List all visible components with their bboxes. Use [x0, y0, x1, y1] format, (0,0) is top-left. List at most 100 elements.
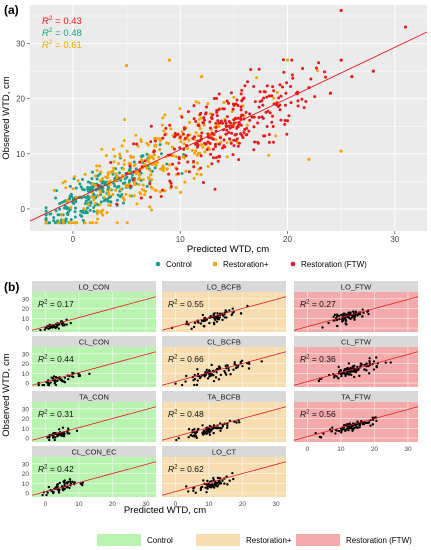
facet-point — [196, 372, 200, 376]
panel-a-point — [228, 137, 232, 141]
panel-a-point — [111, 192, 115, 196]
panel-a-point — [98, 210, 102, 214]
panel-a-point — [177, 157, 181, 161]
facet-point — [228, 419, 232, 422]
panel-a-point — [196, 133, 200, 137]
panel-a-point — [256, 121, 260, 125]
facet-point — [371, 423, 375, 426]
panel-a-grid — [30, 5, 427, 231]
facet-point — [217, 483, 220, 486]
facet-point — [231, 471, 234, 475]
panel-a-point — [137, 176, 141, 180]
panel-a-point — [44, 221, 48, 225]
panel-a-point — [60, 200, 64, 204]
panel-a-point — [182, 153, 186, 157]
facet-fit-line — [293, 351, 419, 386]
panel-a-point — [235, 98, 239, 102]
panel-a-point — [149, 140, 153, 144]
facet-strip — [162, 336, 286, 347]
panel-a-point — [174, 186, 178, 190]
panel-a-point — [117, 162, 121, 166]
panel-a-point — [307, 157, 311, 161]
facet-point — [344, 319, 348, 323]
panel-a-x-tick-label: 10 — [176, 235, 185, 244]
panel-a-point — [199, 166, 203, 170]
facet-fit-line — [293, 406, 419, 441]
panel-a-point — [74, 195, 78, 199]
panel-a-point — [44, 206, 48, 210]
panel-a-point — [148, 182, 152, 186]
panel-a-point — [95, 209, 99, 213]
panel-a-point — [289, 101, 293, 105]
panel-a-point — [225, 115, 229, 119]
panel-a-point — [274, 134, 278, 138]
r2-label-control: R2 = 0.48 — [42, 27, 82, 39]
facet-cl-con-ec: CL_CON_EC R2 = 0.42 0 10 20 30 0 10 20 30 — [22, 446, 157, 508]
panel-a-point — [180, 172, 184, 176]
panel-a-point — [147, 153, 151, 157]
facet-point — [215, 320, 219, 323]
facet-r2-label: R2 = 0.42 — [38, 464, 74, 474]
panel-a-point — [114, 172, 118, 176]
panel-a-point — [202, 123, 206, 127]
facet-point — [46, 381, 50, 385]
panel-a-point — [257, 67, 261, 71]
panel-a-point — [158, 190, 162, 194]
facet-point — [48, 438, 51, 442]
panel-a-point — [328, 91, 333, 95]
panel-a-point — [275, 90, 279, 94]
facet-background — [162, 347, 286, 387]
panel-a-point — [149, 195, 153, 199]
panel-a-point — [96, 217, 100, 221]
facet-point — [53, 382, 56, 385]
panel-a-point — [215, 96, 219, 100]
facet-point — [219, 429, 222, 432]
facet-point — [228, 309, 231, 312]
panel-a-point — [161, 136, 165, 140]
legend-a-control-dot — [155, 261, 161, 267]
r2-label-ftw: R2 = 0.43 — [42, 15, 82, 27]
panel-a-point — [219, 119, 223, 123]
panel-a-point — [118, 152, 122, 156]
facet-point — [346, 368, 350, 371]
panel-a-point — [268, 111, 272, 115]
panel-a-point — [252, 125, 256, 129]
panel-a-point — [224, 121, 228, 125]
panel-a-point — [130, 173, 134, 177]
facet-point — [206, 377, 210, 380]
facet-point — [63, 324, 66, 327]
panel-a-point — [267, 94, 271, 98]
legend-b-control-label: Control — [147, 536, 173, 545]
panel-a-point — [91, 170, 95, 174]
facet-fit-line — [31, 406, 157, 441]
facet-strip — [32, 281, 156, 292]
panel-a-point — [230, 109, 234, 113]
panel-a-point — [150, 208, 154, 212]
facet-point — [228, 479, 231, 482]
panel-a-point — [257, 105, 261, 109]
facet-point — [210, 363, 213, 367]
panel-a-point — [86, 194, 90, 198]
panel-a-point — [125, 149, 129, 153]
panel-a-point — [182, 142, 186, 146]
panel-a-point — [44, 216, 48, 220]
panel-a-point — [187, 138, 191, 142]
facet-point — [205, 318, 209, 321]
panel-a-point — [67, 197, 71, 201]
panel-a-point — [129, 155, 133, 159]
panel-a-point — [296, 104, 300, 108]
panel-a-point — [111, 166, 115, 170]
panel-a-point — [171, 154, 175, 158]
panel-a-point — [120, 193, 124, 197]
panel-a-point — [232, 144, 236, 148]
facet-point — [68, 480, 72, 483]
panel-a-point — [168, 123, 172, 127]
panel-a-point — [199, 173, 203, 177]
facet-point — [360, 363, 363, 366]
panel-a-point — [141, 183, 145, 187]
panel-a-point — [211, 156, 215, 160]
facet-point — [79, 482, 82, 485]
panel-a-point — [141, 178, 145, 182]
facet-point — [65, 323, 68, 326]
